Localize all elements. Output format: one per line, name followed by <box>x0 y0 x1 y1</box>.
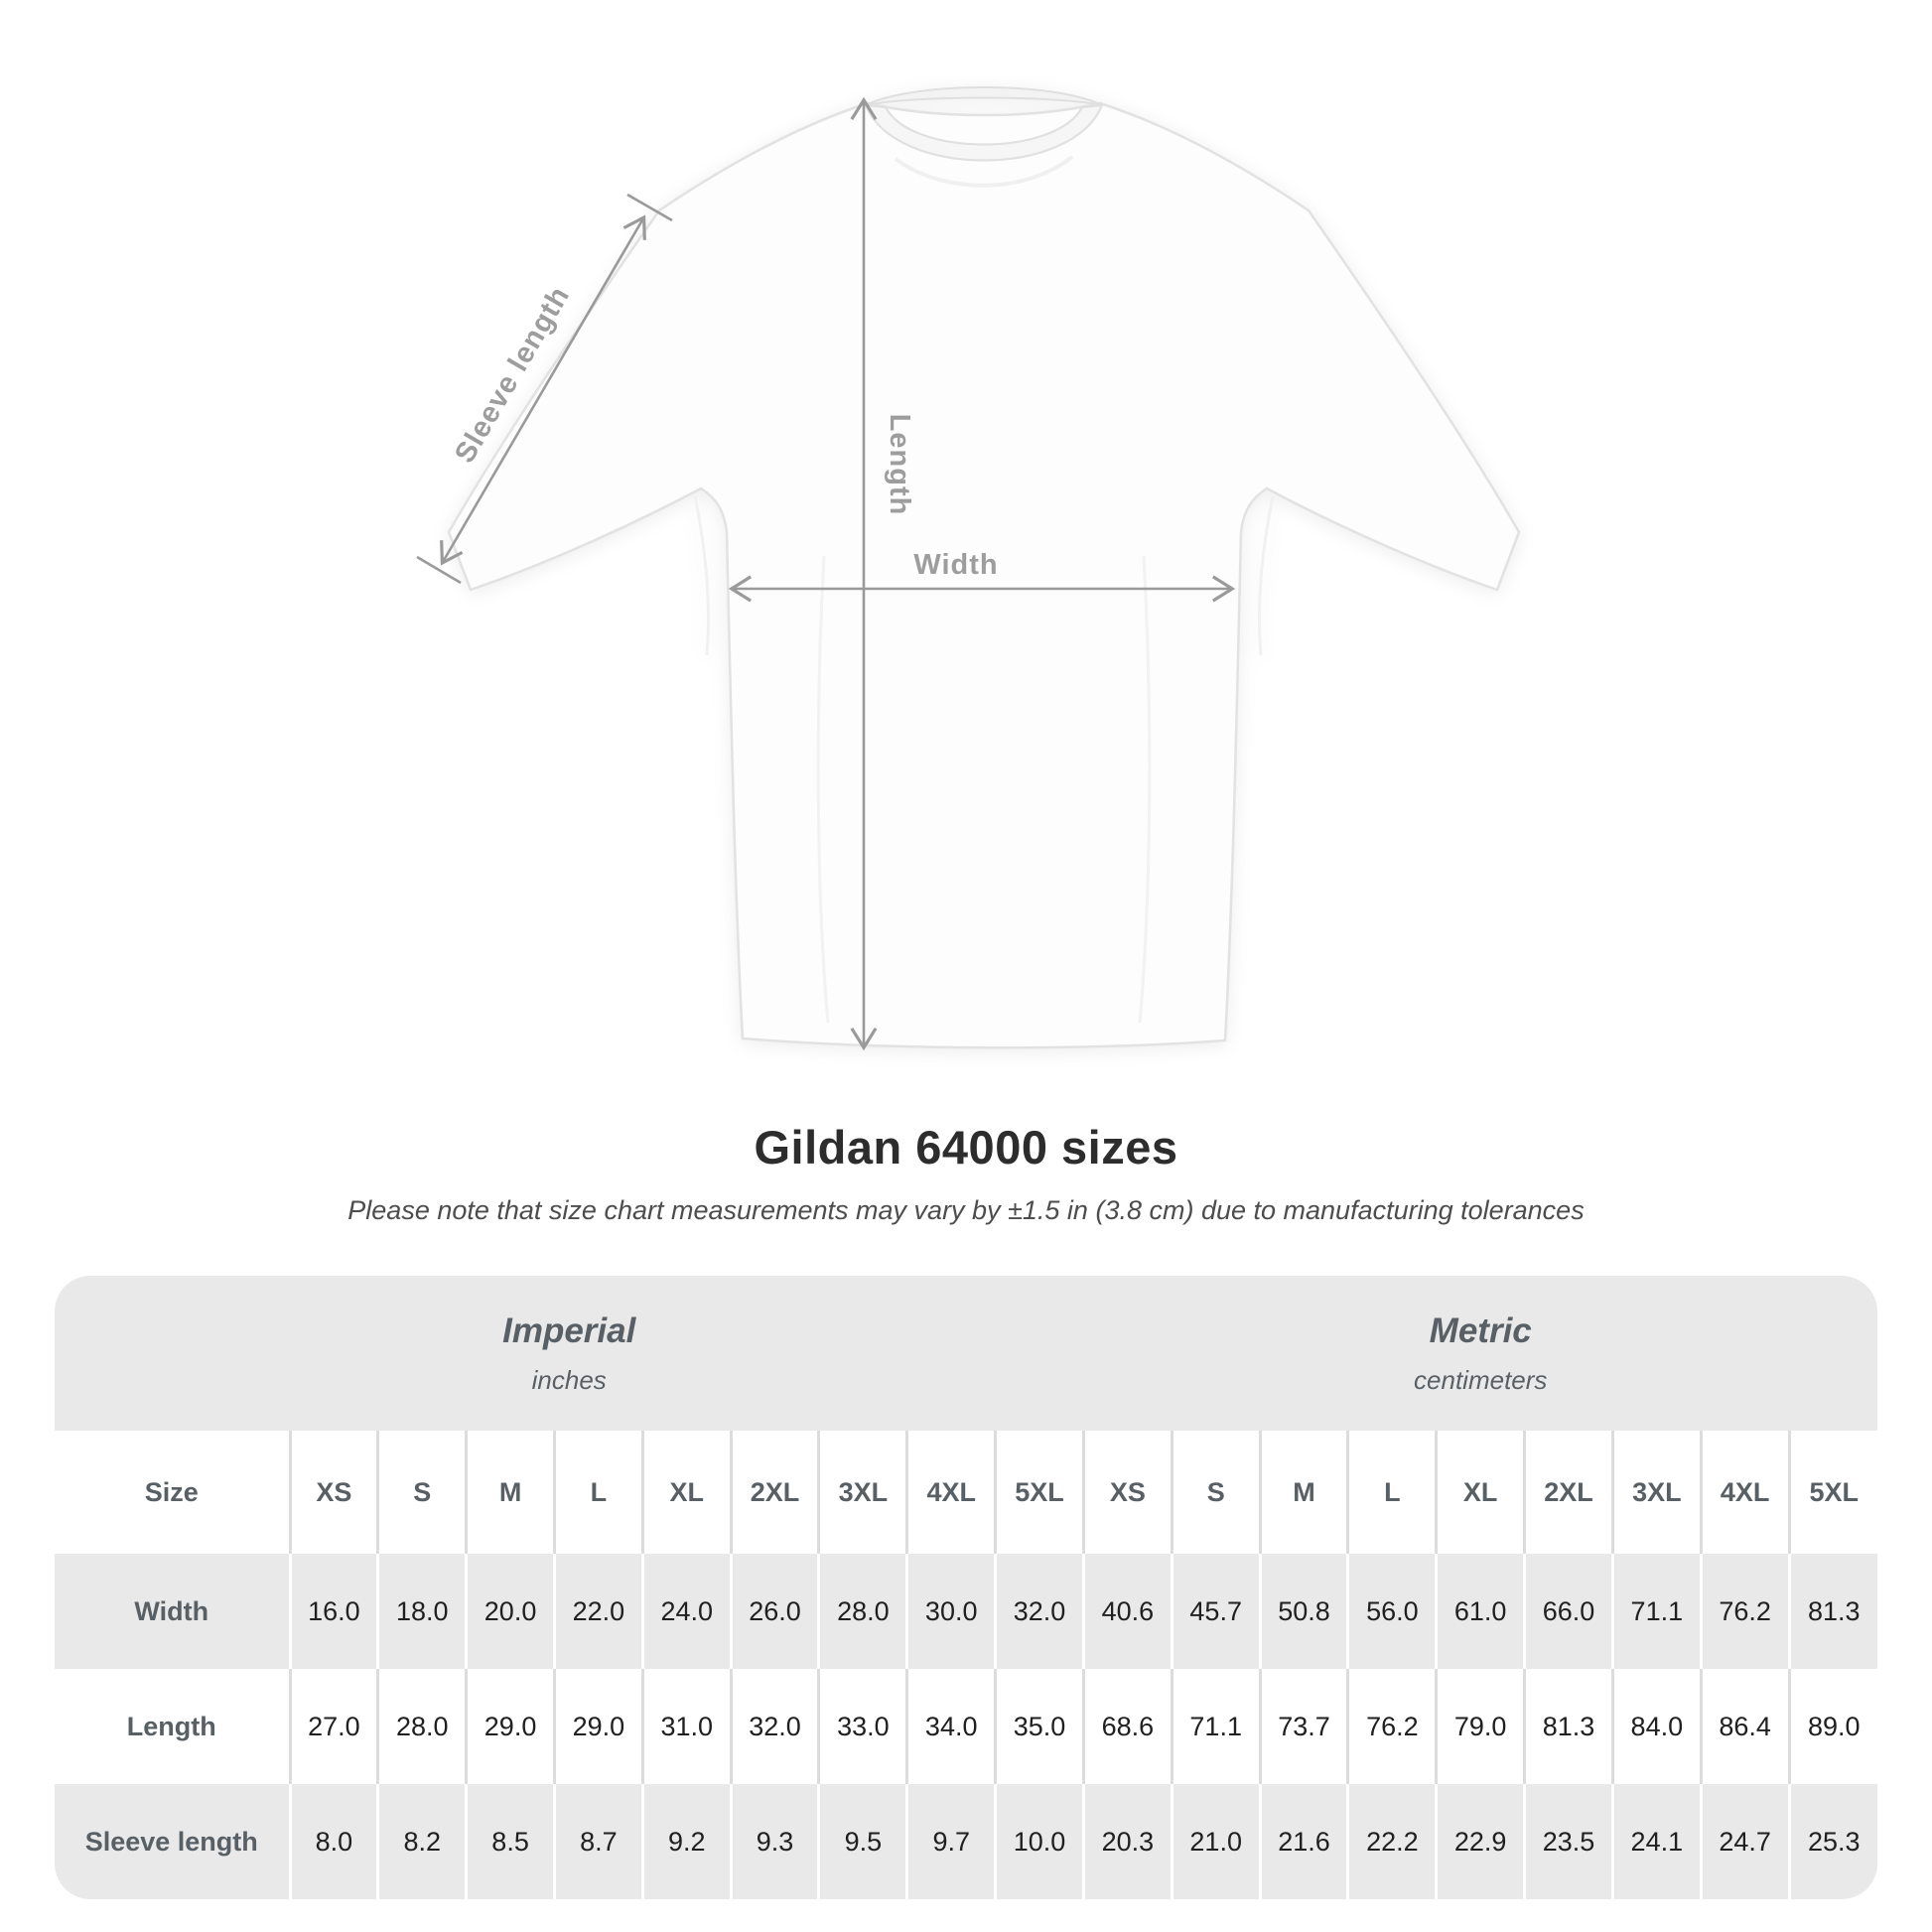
measurement-row: Length 27.0 28.0 29.0 29.0 31.0 32.0 33.0 34.0 35… <box>55 1669 1877 1784</box>
measurement-value: 71.1 <box>1610 1554 1702 1669</box>
measurement-value: 68.6 <box>1081 1669 1173 1784</box>
measurement-value: 8.0 <box>288 1784 378 1899</box>
size-column-header: XS <box>1081 1431 1173 1554</box>
tolerance-note: Please note that size chart measurements… <box>347 1195 1585 1225</box>
collar <box>865 86 1103 106</box>
section-metric-unit: centimeters <box>1414 1364 1548 1395</box>
section-imperial-name: Imperial <box>502 1311 636 1350</box>
measurement-value: 79.0 <box>1435 1669 1525 1784</box>
size-column-header: 5XL <box>994 1431 1084 1554</box>
measurement-value: 40.6 <box>1081 1554 1173 1669</box>
length-label: Length <box>884 414 915 516</box>
size-column-header: 3XL <box>1610 1431 1702 1554</box>
measurement-value: 24.1 <box>1610 1784 1702 1899</box>
measurement-value: 29.0 <box>465 1669 555 1784</box>
measurement-value: 45.7 <box>1170 1554 1261 1669</box>
measurement-value: 8.5 <box>465 1784 555 1899</box>
measurement-value: 76.2 <box>1346 1669 1437 1784</box>
measurement-value: 76.2 <box>1699 1554 1790 1669</box>
measurement-value: 32.0 <box>729 1669 819 1784</box>
measurement-value: 66.0 <box>1523 1554 1613 1669</box>
measurement-value: 56.0 <box>1346 1554 1437 1669</box>
width-label: Width <box>913 549 998 581</box>
measurement-value: 31.0 <box>640 1669 732 1784</box>
measurement-value: 22.9 <box>1435 1784 1525 1899</box>
measurement-value: 26.0 <box>729 1554 819 1669</box>
measurement-value: 9.7 <box>905 1784 996 1899</box>
measurement-value: 8.7 <box>552 1784 643 1899</box>
size-column-header: M <box>465 1431 555 1554</box>
measurement-value: 35.0 <box>994 1669 1084 1784</box>
page-title: Gildan 64000 sizes <box>754 1121 1178 1173</box>
measurement-value: 20.0 <box>465 1554 555 1669</box>
size-column-header: 3XL <box>817 1431 907 1554</box>
measurement-value: 84.0 <box>1610 1669 1702 1784</box>
size-column-header: 2XL <box>729 1431 819 1554</box>
size-column-header: 4XL <box>1699 1431 1790 1554</box>
size-column-header: 2XL <box>1523 1431 1613 1554</box>
measurement-value: 22.2 <box>1346 1784 1437 1899</box>
measurement-value: 20.3 <box>1081 1784 1173 1899</box>
measurement-value: 25.3 <box>1787 1784 1877 1899</box>
measurement-row: Sleeve length 8.0 8.2 8.5 8.7 9.2 9.3 9.5 9.7 10.… <box>55 1784 1877 1899</box>
size-column-header: XL <box>1435 1431 1525 1554</box>
size-column-header: XL <box>640 1431 732 1554</box>
size-column-header: XS <box>288 1431 378 1554</box>
size-column-header: L <box>552 1431 643 1554</box>
measurement-value: 21.6 <box>1258 1784 1348 1899</box>
size-column-header: S <box>1170 1431 1261 1554</box>
size-column-header: 5XL <box>1787 1431 1877 1554</box>
measurement-value: 24.7 <box>1699 1784 1790 1899</box>
measurement-value: 18.0 <box>376 1554 467 1669</box>
size-header-row: Size XS S M L XL 2XL 3XL 4XL 5XL XS S M L XL 2XL 3XL 4XL… <box>55 1431 1877 1554</box>
size-column-header: 4XL <box>905 1431 996 1554</box>
unit-section-row: Imperial inches Metric centimeters <box>55 1276 1877 1431</box>
measurement-value: 34.0 <box>905 1669 996 1784</box>
sleeve-arrow-top-cap <box>626 193 673 222</box>
measurement-value: 73.7 <box>1258 1669 1348 1784</box>
measurement-value: 71.1 <box>1170 1669 1261 1784</box>
size-column-header: L <box>1346 1431 1437 1554</box>
measurement-value: 61.0 <box>1435 1554 1525 1669</box>
size-table-container: Imperial inches Metric centimeters Size … <box>55 1276 1877 1899</box>
measurement-value: 81.3 <box>1523 1669 1613 1784</box>
size-column-header: S <box>376 1431 467 1554</box>
measurement-value: 10.0 <box>994 1784 1084 1899</box>
tshirt-diagram: Length Width Sleeve length <box>416 86 1521 1051</box>
sleeve-length-arrow <box>440 214 646 566</box>
measurement-value: 27.0 <box>288 1669 378 1784</box>
measurement-row-label: Width <box>134 1595 209 1626</box>
measurement-value: 29.0 <box>552 1669 643 1784</box>
measurement-value: 23.5 <box>1523 1784 1613 1899</box>
measurement-value: 9.2 <box>640 1784 732 1899</box>
size-table: Imperial inches Metric centimeters Size … <box>55 1276 1877 1899</box>
measurement-value: 16.0 <box>288 1554 378 1669</box>
measurement-value: 28.0 <box>376 1669 467 1784</box>
size-column-header: M <box>1258 1431 1348 1554</box>
measurement-value: 9.5 <box>817 1784 907 1899</box>
measurement-value: 9.3 <box>729 1784 819 1899</box>
sleeve-arrow-bottom-cap <box>416 555 462 585</box>
measurement-value: 21.0 <box>1170 1784 1261 1899</box>
measurement-value: 22.0 <box>552 1554 643 1669</box>
section-metric: Metric centimeters <box>1083 1276 1877 1431</box>
measurement-value: 30.0 <box>905 1554 996 1669</box>
measurement-value: 28.0 <box>817 1554 907 1669</box>
measurement-value: 86.4 <box>1699 1669 1790 1784</box>
size-corner-header: Size <box>144 1476 199 1507</box>
measurement-value: 81.3 <box>1787 1554 1877 1669</box>
measurement-row: Width 16.0 18.0 20.0 22.0 24.0 26.0 28.0 30.0 32.… <box>55 1554 1877 1669</box>
measurement-value: 33.0 <box>817 1669 907 1784</box>
measurement-value: 32.0 <box>994 1554 1084 1669</box>
measurement-value: 50.8 <box>1258 1554 1348 1669</box>
section-metric-name: Metric <box>1429 1311 1532 1350</box>
measurement-value: 8.2 <box>376 1784 467 1899</box>
measurement-row-label: Length <box>126 1711 216 1741</box>
measurement-row-label: Sleeve length <box>84 1826 258 1857</box>
measurement-value: 24.0 <box>640 1554 732 1669</box>
section-imperial: Imperial inches <box>55 1276 1084 1431</box>
section-imperial-unit: inches <box>531 1364 607 1395</box>
measurement-value: 89.0 <box>1787 1669 1877 1784</box>
